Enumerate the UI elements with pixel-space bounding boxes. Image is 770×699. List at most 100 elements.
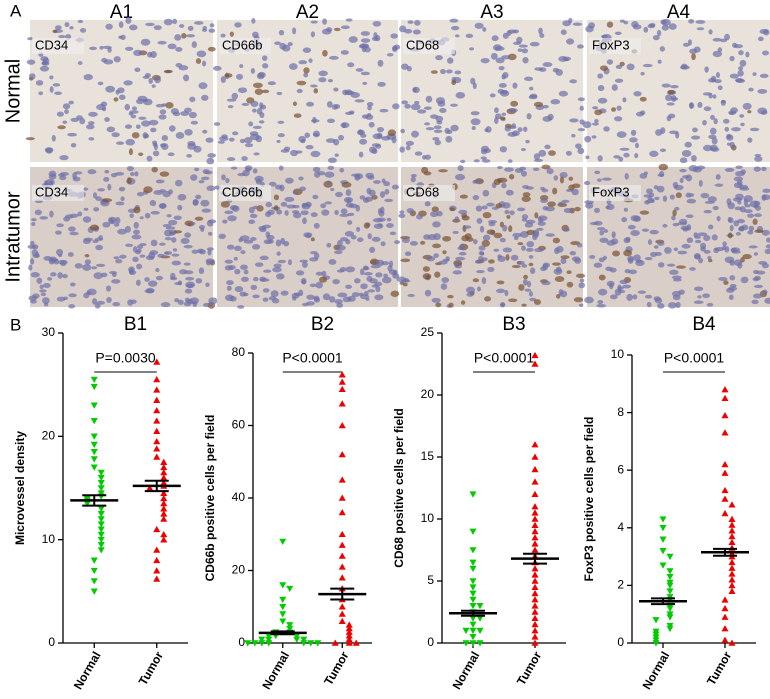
nucleus: [151, 166, 158, 173]
nucleus: [400, 258, 411, 263]
nucleus: [726, 142, 732, 146]
nucleus: [761, 194, 770, 201]
nucleus: [128, 148, 133, 156]
data-point: [338, 541, 346, 548]
nucleus: [611, 231, 616, 239]
nucleus: [244, 136, 253, 144]
nucleus: [171, 253, 180, 257]
nucleus: [430, 70, 438, 74]
nucleus: [56, 111, 64, 117]
nucleus: [623, 249, 632, 257]
nucleus: [234, 286, 244, 293]
nucleus: [194, 216, 204, 221]
data-point: [97, 469, 105, 476]
error-bar: [144, 479, 169, 493]
nucleus: [83, 292, 90, 299]
nucleus: [718, 276, 728, 282]
nucleus: [252, 125, 262, 130]
nucleus: [70, 282, 76, 287]
nucleus: [164, 251, 173, 255]
data-point: [307, 640, 315, 647]
nucleus: [729, 275, 736, 281]
nucleus: [373, 32, 378, 39]
nucleus: [136, 248, 142, 253]
nucleus: [628, 269, 637, 275]
nucleus: [379, 191, 386, 198]
nucleus: [185, 276, 195, 281]
nucleus: [292, 101, 297, 107]
nucleus: [193, 145, 202, 153]
nucleus: [345, 284, 352, 289]
nucleus: [321, 28, 332, 35]
nucleus: [231, 205, 240, 212]
nucleus: [412, 29, 421, 35]
nucleus: [571, 188, 579, 196]
data-point: [345, 632, 353, 639]
nucleus: [493, 178, 501, 186]
nucleus: [597, 73, 604, 79]
nucleus: [102, 198, 113, 203]
data-point: [721, 429, 729, 436]
nucleus: [224, 259, 233, 264]
nucleus: [175, 47, 183, 52]
nucleus: [466, 292, 474, 297]
nucleus: [198, 249, 206, 255]
nucleus: [391, 184, 400, 190]
nucleus: [748, 245, 758, 249]
nucleus: [366, 101, 374, 107]
nucleus: [704, 66, 709, 73]
data-point: [469, 528, 477, 535]
nucleus: [52, 83, 61, 87]
nucleus: [198, 82, 208, 90]
nucleus: [252, 244, 261, 250]
nucleus: [502, 202, 511, 209]
nucleus: [201, 208, 212, 213]
nucleus: [753, 166, 761, 172]
nucleus: [190, 174, 198, 181]
nucleus: [280, 237, 286, 245]
nucleus: [177, 204, 183, 211]
data-point: [469, 603, 477, 610]
nucleus: [354, 99, 365, 103]
nucleus: [653, 245, 659, 249]
nucleus: [599, 237, 609, 243]
nucleus: [52, 29, 58, 34]
nucleus: [509, 210, 515, 216]
data-point: [469, 596, 477, 604]
nucleus: [612, 250, 620, 257]
nucleus: [522, 192, 531, 197]
nucleus: [83, 207, 89, 211]
nucleus: [591, 135, 597, 139]
y-tick-label: 25: [421, 325, 435, 339]
nucleus: [310, 84, 318, 88]
data-point: [146, 484, 154, 491]
nucleus: [575, 143, 582, 149]
y-tick-label: 2: [617, 578, 624, 592]
nucleus: [694, 253, 701, 259]
nucleus: [27, 37, 34, 41]
nucleus: [416, 214, 423, 220]
nucleus: [613, 155, 621, 159]
nucleus: [241, 276, 249, 282]
nucleus: [482, 27, 487, 32]
nucleus: [232, 131, 239, 136]
nucleus: [480, 156, 487, 160]
column-label: A4: [667, 2, 691, 23]
data-point: [531, 571, 539, 578]
nucleus: [321, 209, 330, 216]
nucleus: [335, 244, 346, 251]
nucleus: [504, 209, 510, 215]
data-point: [160, 469, 168, 476]
nucleus: [376, 126, 385, 133]
nucleus: [244, 143, 254, 148]
nucleus: [68, 100, 74, 105]
nucleus: [40, 292, 47, 297]
nucleus: [56, 248, 64, 256]
nucleus: [128, 24, 138, 31]
nucleus: [133, 221, 139, 229]
data-point: [258, 640, 266, 647]
nucleus: [139, 254, 146, 258]
nucleus: [361, 114, 369, 119]
nucleus: [412, 86, 420, 94]
nucleus: [265, 231, 271, 238]
